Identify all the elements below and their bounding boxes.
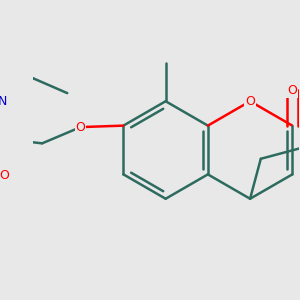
Text: O: O (287, 84, 297, 97)
Text: N: N (0, 95, 7, 109)
Text: O: O (0, 169, 9, 182)
Text: O: O (245, 95, 255, 108)
Text: O: O (76, 121, 85, 134)
